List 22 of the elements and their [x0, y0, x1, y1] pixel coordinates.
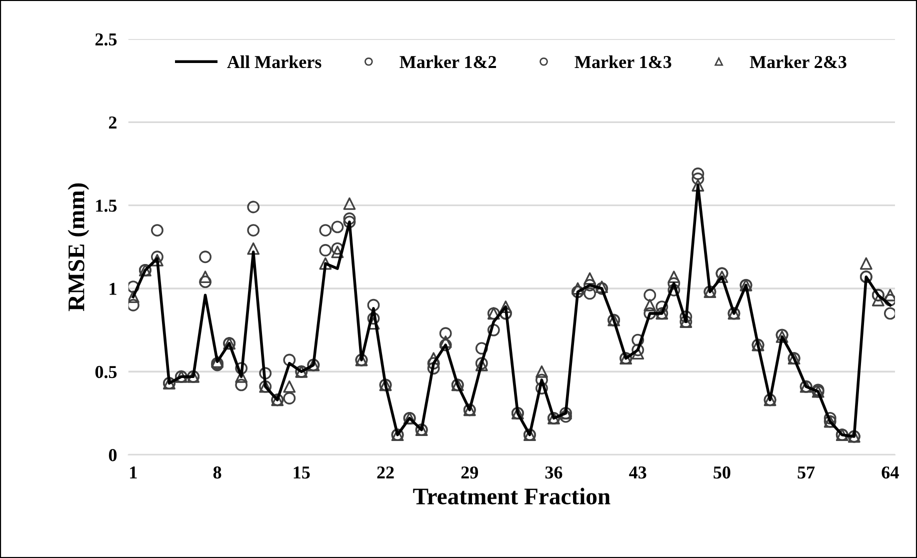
legend-label: All Markers — [227, 55, 322, 68]
x-tick-label: 57 — [798, 466, 815, 479]
y-axis-title: RMSE (mm) — [68, 183, 90, 312]
y-tick-label: 0.5 — [95, 366, 117, 378]
legend-label: Marker 1&3 — [574, 55, 672, 68]
x-tick-label: 29 — [461, 466, 478, 479]
x-tick-label: 15 — [294, 466, 310, 479]
x-tick-label: 8 — [213, 466, 222, 479]
x-tick-label: 43 — [629, 466, 646, 479]
x-tick-label: 22 — [377, 466, 394, 478]
y-tick-label: 1 — [110, 282, 116, 295]
y-tick-label: 2.5 — [95, 33, 117, 46]
x-tick-label: 36 — [545, 466, 562, 479]
y-tick-label: 1.5 — [96, 200, 117, 212]
legend-label: Marker 1&2 — [400, 55, 496, 68]
y-tick-label: 2 — [109, 116, 116, 128]
y-tick-label: 0 — [108, 449, 117, 462]
legend-label: Marker 2&3 — [750, 55, 846, 68]
x-axis-title: Treatment Fraction — [413, 488, 610, 504]
x-tick-label: 1 — [130, 466, 137, 478]
x-tick-label: 50 — [714, 466, 730, 479]
x-tick-label: 64 — [882, 466, 899, 479]
